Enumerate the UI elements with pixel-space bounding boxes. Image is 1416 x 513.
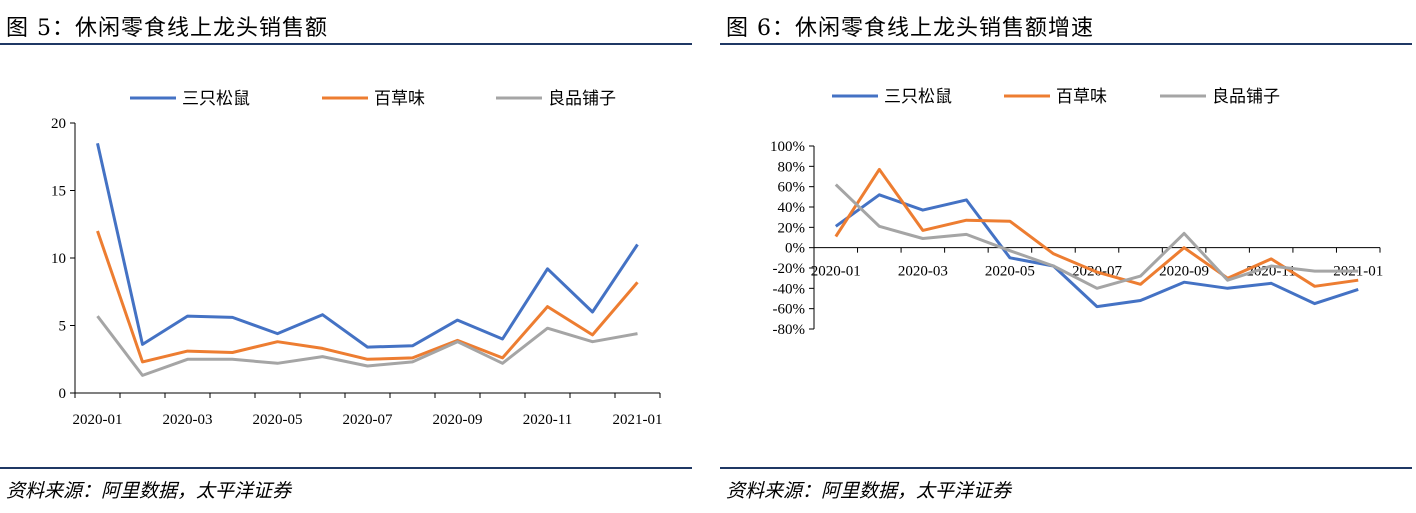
source-divider bbox=[0, 467, 692, 469]
x-tick-label: 2020-03 bbox=[163, 412, 213, 428]
series-line bbox=[96, 142, 639, 349]
legend-label: 良品铺子 bbox=[548, 89, 616, 109]
x-tick-label: 2021-01 bbox=[613, 412, 663, 428]
figure-title: 图 6：休闲零食线上龙头销售额增速 bbox=[726, 16, 1094, 41]
y-tick-label: -80% bbox=[773, 322, 806, 338]
chart-panel-right: 图 6：休闲零食线上龙头销售额增速 100% 80% 60% 40% 20% 0% -20%… bbox=[720, 0, 1416, 513]
y-tick-label: -60% bbox=[773, 302, 806, 318]
y-tick-label: 60% bbox=[778, 180, 806, 196]
y-tick-label: -40% bbox=[773, 281, 806, 297]
x-tick-label: 2021-01 bbox=[1333, 264, 1383, 280]
y-tick-label: 20 bbox=[51, 116, 66, 132]
source-divider bbox=[720, 467, 1412, 469]
y-tick-label: 15 bbox=[51, 184, 66, 200]
x-tick-label: 2020-01 bbox=[811, 264, 861, 280]
legend-label: 百草味 bbox=[374, 89, 425, 109]
y-tick-label: 0 bbox=[59, 386, 67, 402]
x-tick-label: 2020-01 bbox=[73, 412, 123, 428]
x-tick-label: 2020-09 bbox=[1159, 264, 1209, 280]
x-tick-label: 2020-11 bbox=[523, 412, 572, 428]
x-tick-label: 2020-05 bbox=[985, 264, 1035, 280]
y-tick-label: 40% bbox=[778, 200, 806, 216]
source-note: 资料来源：阿里数据，太平洋证券 bbox=[726, 480, 1012, 502]
series-line bbox=[834, 193, 1359, 309]
y-tick-label: 5 bbox=[59, 319, 67, 335]
legend-label: 三只松鼠 bbox=[884, 87, 952, 107]
chart-panel-left: 图 5：休闲零食线上龙头销售额 0 5 10 15 20 2020-01 2020-03 20… bbox=[0, 0, 700, 513]
y-tick-label: -20% bbox=[773, 261, 806, 277]
legend-label: 三只松鼠 bbox=[182, 89, 250, 109]
source-note: 资料来源：阿里数据，太平洋证券 bbox=[6, 480, 292, 502]
y-tick-label: 0% bbox=[785, 241, 805, 257]
line-chart-growth: 100% 80% 60% 40% 20% 0% -20% -40% -60% -80% 2020-0… bbox=[770, 87, 1383, 338]
legend-label: 良品铺子 bbox=[1212, 87, 1280, 107]
x-tick-label: 2020-05 bbox=[253, 412, 303, 428]
x-tick-label: 2020-09 bbox=[433, 412, 483, 428]
series-line bbox=[96, 230, 639, 364]
y-tick-label: 20% bbox=[778, 220, 806, 236]
x-tick-label: 2020-07 bbox=[343, 412, 393, 428]
y-tick-label: 80% bbox=[778, 159, 806, 175]
x-tick-label: 2020-03 bbox=[898, 264, 948, 280]
title-divider bbox=[720, 43, 1412, 45]
legend-label: 百草味 bbox=[1056, 87, 1107, 107]
y-tick-label: 100% bbox=[770, 139, 805, 155]
line-chart-sales: 0 5 10 15 20 2020-01 2020-03 2020-05 2020-07 2020… bbox=[51, 89, 663, 428]
y-tick-label: 10 bbox=[51, 251, 66, 267]
figure-title: 图 5：休闲零食线上龙头销售额 bbox=[6, 16, 328, 41]
title-divider bbox=[0, 43, 692, 45]
